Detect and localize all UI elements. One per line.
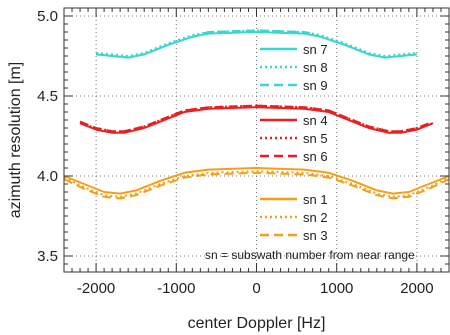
series-line-sn-4 <box>79 106 434 134</box>
x-tick-label: -2000 <box>77 280 115 297</box>
series-line-sn-2 <box>63 170 450 198</box>
y-tick-label: 4.5 <box>37 88 58 105</box>
y-tick-label: 3.5 <box>37 248 58 265</box>
tick-labels: -2000 -1000 0 1000 2000 3.5 4.0 4.5 5.0 <box>37 8 433 297</box>
series-line-sn-1 <box>63 167 450 195</box>
series-line-sn-8 <box>96 29 417 57</box>
series-line-sn-3 <box>63 171 450 200</box>
series-line-sn-6 <box>79 104 434 133</box>
legend-label-sn-4: sn 4 <box>303 113 328 128</box>
x-axis-label: center Doppler [Hz] <box>188 315 326 332</box>
series-line-sn-5 <box>79 104 434 133</box>
y-axis-label: azimuth resolution [m] <box>7 62 24 219</box>
x-tick-label: 1000 <box>320 280 353 297</box>
legend-label-sn-5: sn 5 <box>303 131 328 146</box>
legend-label-sn-7: sn 7 <box>303 42 328 57</box>
legend-label-sn-8: sn 8 <box>303 60 328 75</box>
legend-label-sn-9: sn 9 <box>303 78 328 93</box>
x-tick-label: 0 <box>252 280 260 297</box>
series-line-sn-7 <box>96 31 417 59</box>
x-tick-label: 2000 <box>400 280 433 297</box>
legend-label-sn-1: sn 1 <box>303 192 328 207</box>
legend-label-sn-3: sn 3 <box>303 228 328 243</box>
legend: sn 1 sn 2 sn 3 sn 4 sn 5 sn 6 sn 7 sn 8 sn 9 <box>260 42 328 243</box>
series-lines <box>63 29 450 200</box>
y-tick-label: 4.0 <box>37 168 58 185</box>
annotation-subswath-note: sn = subswath number from near range <box>205 248 415 262</box>
legend-label-sn-2: sn 2 <box>303 210 328 225</box>
legend-label-sn-6: sn 6 <box>303 149 328 164</box>
axis-ticks <box>63 7 450 273</box>
x-tick-label: -1000 <box>157 280 195 297</box>
y-tick-label: 5.0 <box>37 8 58 25</box>
grid-lines <box>64 8 449 272</box>
